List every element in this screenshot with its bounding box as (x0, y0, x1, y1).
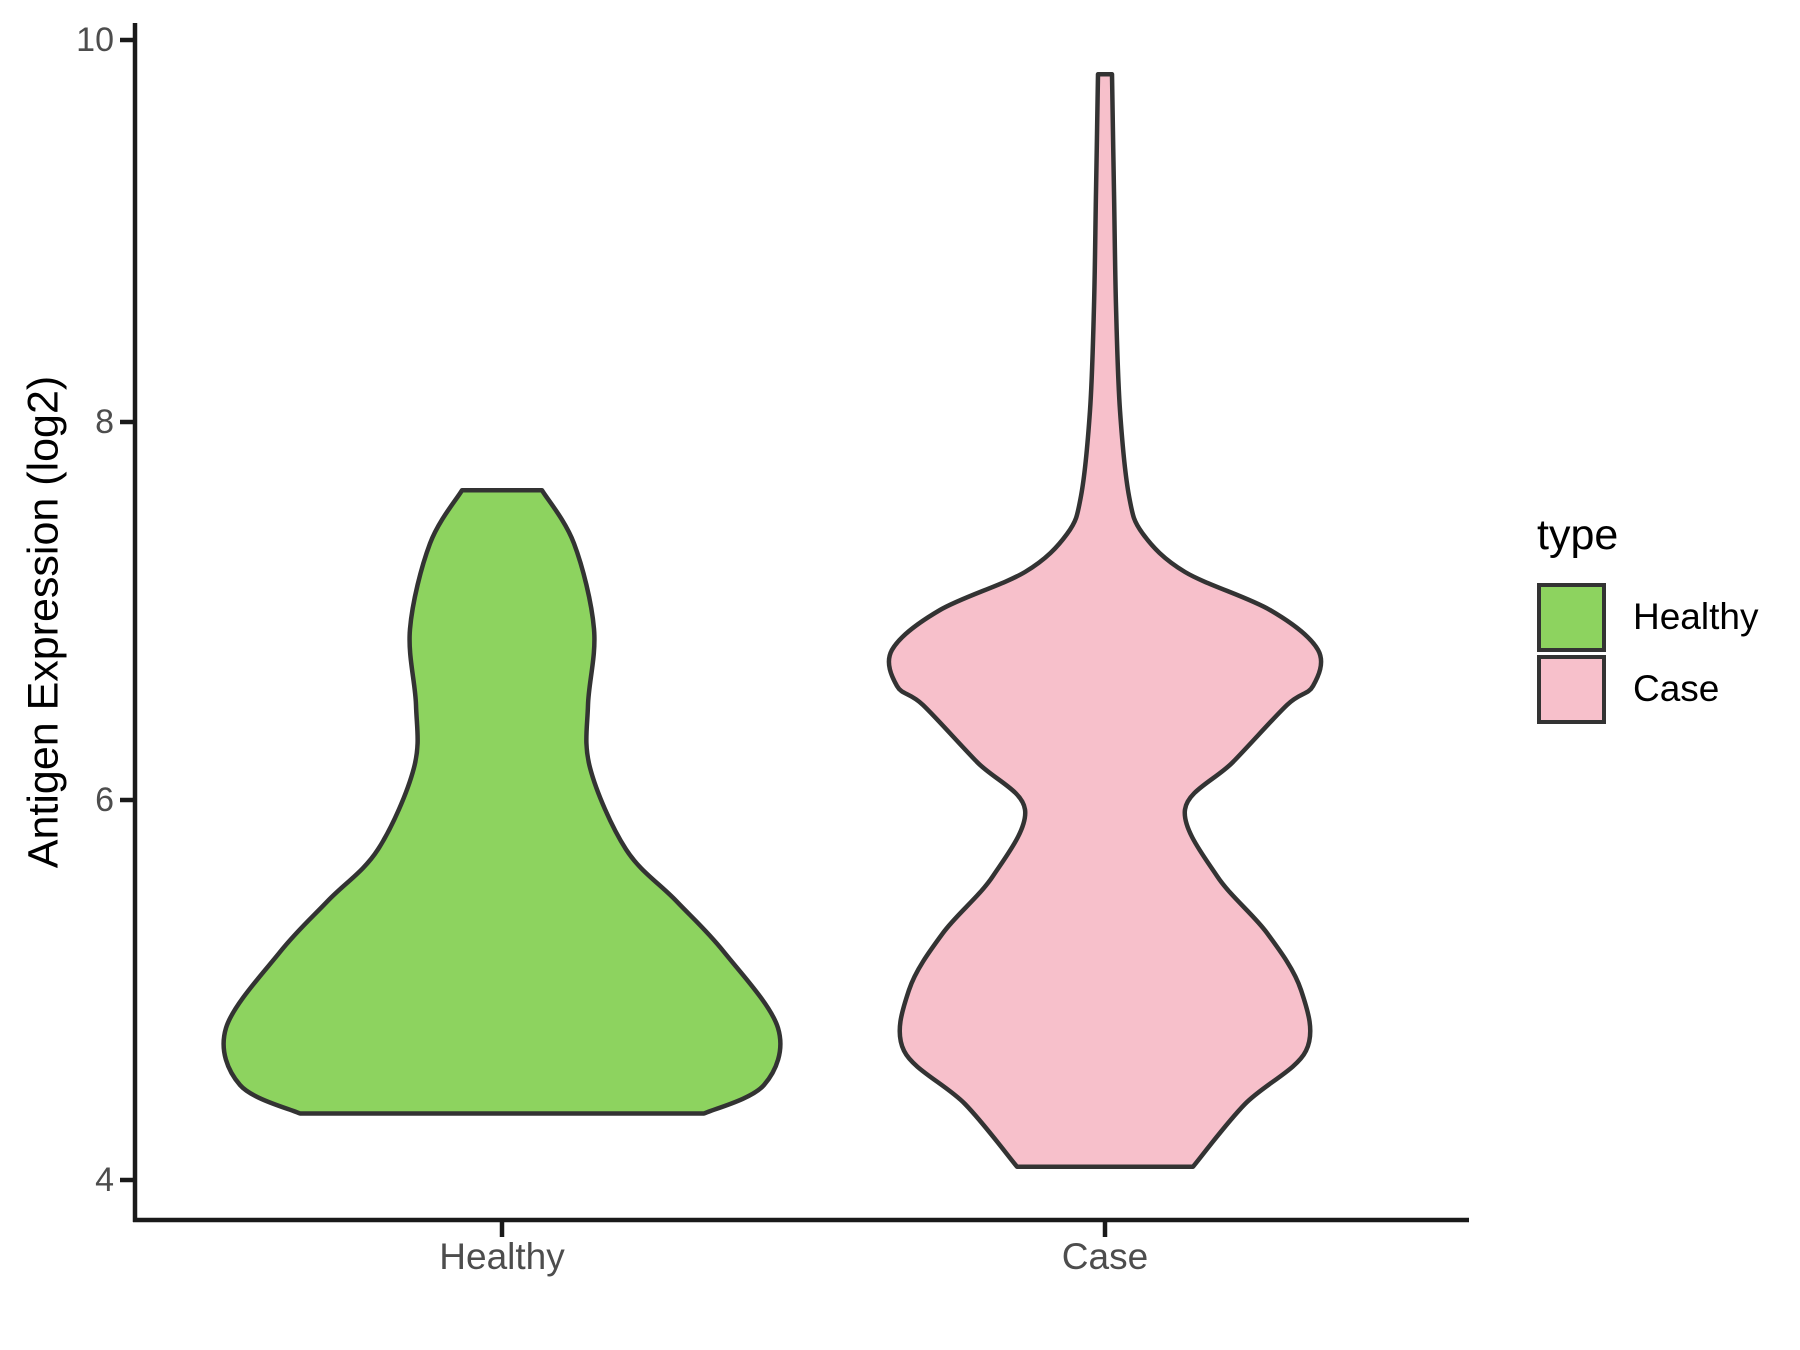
y-tick-label-4: 4 (95, 1161, 114, 1199)
x-tick-label-healthy: Healthy (439, 1236, 565, 1277)
x-tick-label-case: Case (1061, 1236, 1149, 1277)
legend-swatch-case (1537, 654, 1606, 724)
violin-healthy (221, 488, 783, 1116)
legend-label-case: Case (1633, 668, 1720, 709)
legend-swatch-healthy (1537, 582, 1606, 652)
legend-title: type (1537, 511, 1619, 559)
y-axis-tick-marks (120, 37, 136, 1183)
y-tick-label-10: 10 (76, 21, 114, 59)
violin-case (886, 71, 1324, 1169)
y-tick-label-8: 8 (95, 403, 114, 441)
y-axis-title: Antigen Expression (log2) (19, 375, 68, 869)
legend-label-healthy: Healthy (1633, 596, 1759, 637)
x-axis-tick-marks (499, 1220, 1108, 1237)
legend-item-healthy: Healthy (1537, 582, 1797, 652)
legend-item-case: Case (1537, 654, 1797, 724)
legend: type Healthy Case (1537, 512, 1797, 724)
y-tick-label-6: 6 (95, 781, 114, 819)
